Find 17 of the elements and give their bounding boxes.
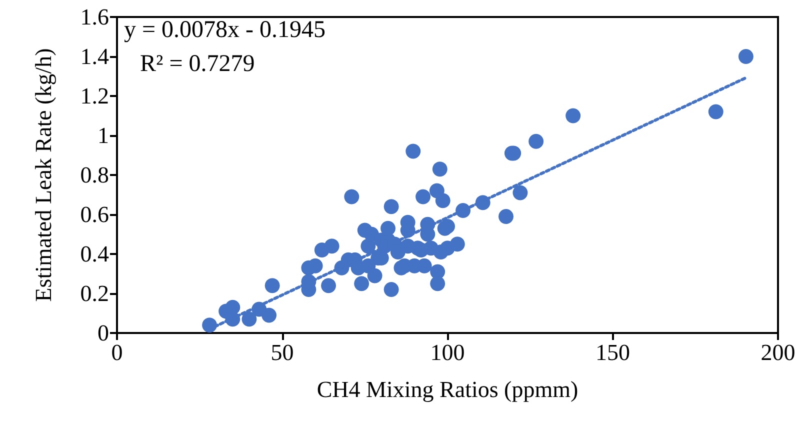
x-tick-label: 200 <box>760 340 796 365</box>
y-tick-label: 1.6 <box>80 4 109 30</box>
y-tick-label: 1 <box>98 123 109 148</box>
y-tick-label: 0.4 <box>80 242 110 266</box>
x-axis-title: CH4 Mixing Ratios (ppmm) <box>316 377 578 402</box>
annotation: R² = 0.7279 <box>140 51 255 77</box>
y-axis-title: Estimated Leak Rate (kg/h) <box>31 48 56 302</box>
y-tick-label: 0.2 <box>80 281 109 306</box>
y-tick-label: 0.6 <box>80 202 109 227</box>
y-tick-label: 1.4 <box>80 44 110 69</box>
y-tick-label: 0 <box>98 320 109 346</box>
y-tick-label: 1.2 <box>80 84 109 108</box>
x-tick-label: 50 <box>270 340 294 365</box>
x-tick-label: 150 <box>596 340 630 365</box>
annotation: y = 0.0078x - 0.1945 <box>124 17 326 43</box>
x-tick-label: 100 <box>430 340 465 365</box>
y-tick-label: 0.8 <box>80 162 109 188</box>
